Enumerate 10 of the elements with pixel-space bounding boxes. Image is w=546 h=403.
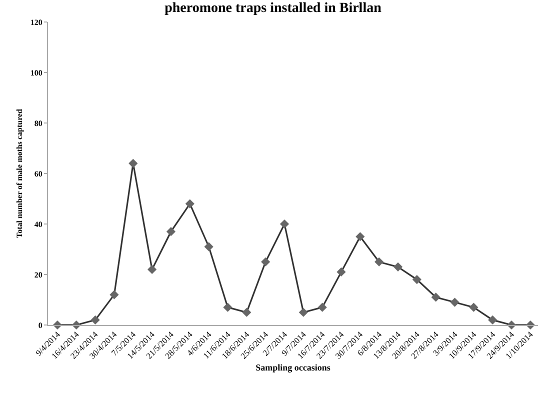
y-tick-label: 0 bbox=[38, 320, 42, 330]
y-axis-title: Total number of male moths captured bbox=[15, 108, 24, 238]
y-tick-label: 80 bbox=[34, 118, 42, 128]
chart-title: pheromone traps installed in Birllan bbox=[164, 0, 382, 16]
y-tick-label: 120 bbox=[30, 18, 42, 27]
x-axis-title: Sampling occasions bbox=[256, 362, 331, 373]
y-tick-label: 60 bbox=[34, 169, 42, 178]
y-tick-label: 20 bbox=[34, 270, 42, 280]
y-tick-label: 100 bbox=[30, 68, 42, 78]
y-tick-label: 40 bbox=[34, 220, 42, 229]
